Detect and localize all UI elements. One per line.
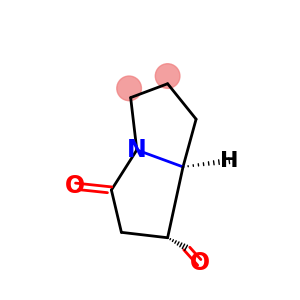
Text: O: O xyxy=(65,174,85,198)
Circle shape xyxy=(117,76,141,101)
Circle shape xyxy=(155,64,180,88)
Text: H: H xyxy=(220,151,239,171)
Text: N: N xyxy=(127,138,147,162)
Text: O: O xyxy=(190,251,210,275)
